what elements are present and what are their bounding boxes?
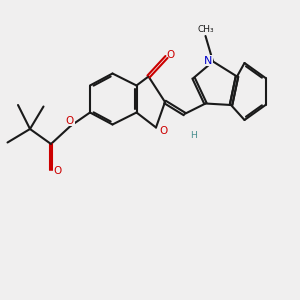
Text: O: O	[166, 50, 174, 61]
Text: N: N	[204, 56, 213, 66]
Text: O: O	[53, 166, 62, 176]
Text: CH₃: CH₃	[197, 26, 214, 34]
Text: O: O	[66, 116, 74, 126]
Text: H: H	[190, 130, 197, 140]
Text: O: O	[159, 125, 168, 136]
